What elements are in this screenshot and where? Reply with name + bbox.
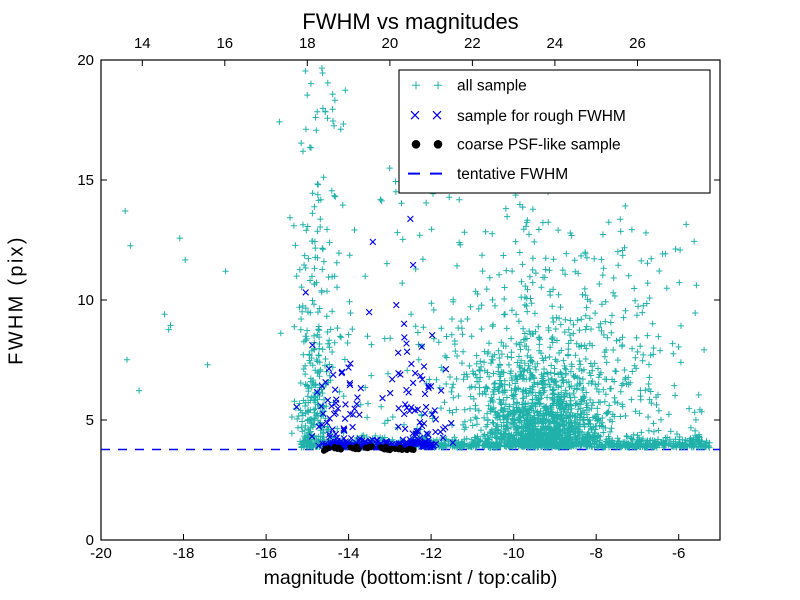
svg-text:20: 20 bbox=[77, 52, 94, 69]
svg-text:-12: -12 bbox=[420, 545, 442, 562]
svg-text:26: 26 bbox=[629, 35, 646, 52]
svg-text:22: 22 bbox=[464, 35, 481, 52]
svg-text:5: 5 bbox=[86, 412, 94, 429]
svg-text:14: 14 bbox=[134, 35, 151, 52]
svg-text:-8: -8 bbox=[590, 545, 603, 562]
svg-text:-16: -16 bbox=[255, 545, 277, 562]
svg-text:10: 10 bbox=[77, 292, 94, 309]
svg-text:tentative FWHM: tentative FWHM bbox=[457, 166, 568, 183]
svg-text:-6: -6 bbox=[672, 545, 685, 562]
svg-text:0: 0 bbox=[86, 532, 94, 549]
svg-text:-14: -14 bbox=[338, 545, 360, 562]
svg-text:18: 18 bbox=[299, 35, 316, 52]
svg-text:20: 20 bbox=[382, 35, 399, 52]
svg-text:all sample: all sample bbox=[457, 78, 527, 95]
svg-text:24: 24 bbox=[547, 35, 564, 52]
svg-text:coarse PSF-like sample: coarse PSF-like sample bbox=[457, 137, 621, 154]
svg-text:-10: -10 bbox=[503, 545, 525, 562]
svg-text:sample for rough FWHM: sample for rough FWHM bbox=[457, 108, 626, 125]
svg-text:16: 16 bbox=[216, 35, 233, 52]
svg-text:-18: -18 bbox=[173, 545, 195, 562]
svg-text:15: 15 bbox=[77, 172, 94, 189]
